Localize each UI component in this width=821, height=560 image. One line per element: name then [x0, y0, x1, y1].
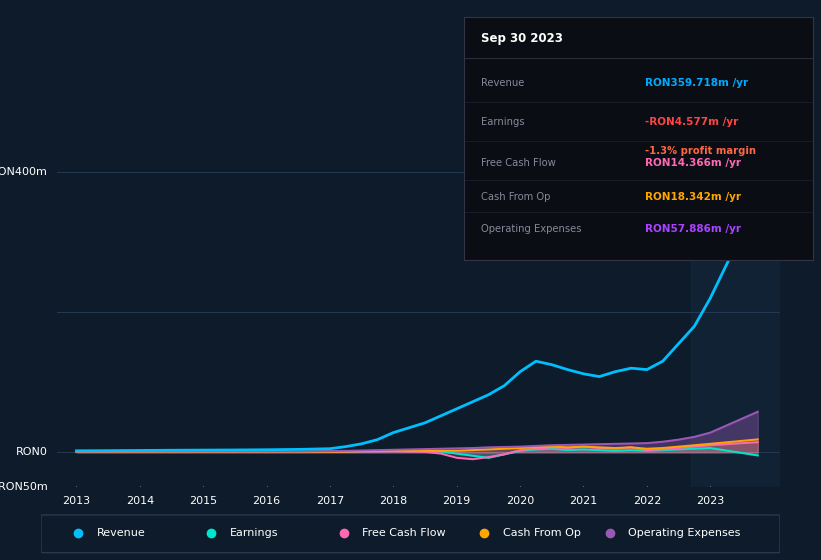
Text: RON359.718m /yr: RON359.718m /yr [645, 78, 749, 87]
Bar [691, 151, 780, 487]
Text: Earnings: Earnings [481, 116, 525, 127]
Text: 2015: 2015 [189, 496, 218, 506]
Text: 2013: 2013 [62, 496, 90, 506]
Text: 2017: 2017 [316, 496, 344, 506]
Text: 2022: 2022 [633, 496, 661, 506]
Text: Operating Expenses: Operating Expenses [481, 224, 582, 234]
Text: Cash From Op: Cash From Op [481, 192, 551, 202]
Text: RON18.342m /yr: RON18.342m /yr [645, 192, 741, 202]
Text: Free Cash Flow: Free Cash Flow [363, 529, 446, 538]
Text: 2020: 2020 [506, 496, 534, 506]
FancyBboxPatch shape [41, 515, 780, 553]
Text: 2014: 2014 [126, 496, 154, 506]
Text: -1.3% profit margin: -1.3% profit margin [645, 146, 756, 156]
Text: -RON4.577m /yr: -RON4.577m /yr [645, 116, 739, 127]
Text: Earnings: Earnings [230, 529, 278, 538]
Text: Free Cash Flow: Free Cash Flow [481, 158, 556, 168]
Text: 2019: 2019 [443, 496, 471, 506]
Text: Operating Expenses: Operating Expenses [629, 529, 741, 538]
Text: Revenue: Revenue [97, 529, 145, 538]
Text: RON400m: RON400m [0, 167, 48, 177]
Text: RON14.366m /yr: RON14.366m /yr [645, 158, 741, 168]
Text: RON0: RON0 [16, 447, 48, 457]
Text: 2016: 2016 [253, 496, 281, 506]
Text: 2023: 2023 [696, 496, 724, 506]
Text: 2018: 2018 [379, 496, 407, 506]
Text: Revenue: Revenue [481, 78, 525, 87]
Text: -RON50m: -RON50m [0, 482, 48, 492]
Text: Cash From Op: Cash From Op [502, 529, 580, 538]
Text: RON57.886m /yr: RON57.886m /yr [645, 224, 741, 234]
Text: 2021: 2021 [569, 496, 598, 506]
Text: Sep 30 2023: Sep 30 2023 [481, 32, 563, 45]
